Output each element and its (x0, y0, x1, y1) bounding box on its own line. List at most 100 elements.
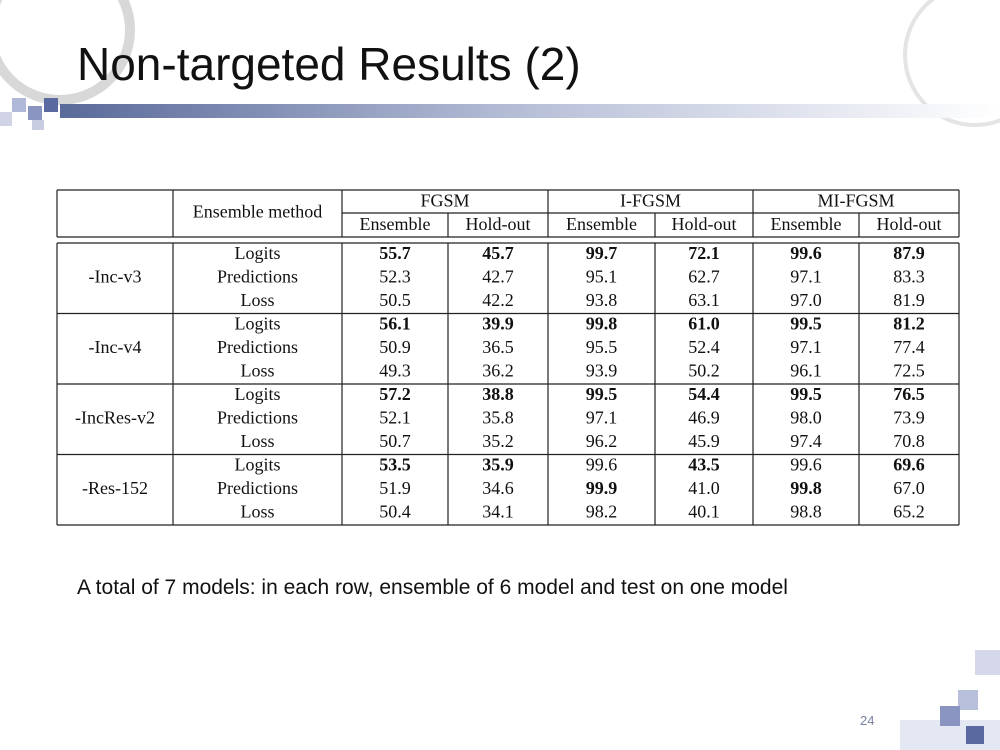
value-cell: 73.9 (893, 407, 925, 427)
value-cell: 93.9 (586, 360, 618, 380)
method-cell: Loss (240, 290, 274, 310)
value-cell: 51.9 (379, 478, 411, 498)
method-cell: Logits (234, 313, 280, 333)
header-cell: Hold-out (877, 214, 942, 234)
value-cell: 95.1 (586, 266, 618, 286)
value-cell: 57.2 (379, 384, 411, 404)
value-cell: 61.0 (688, 313, 720, 333)
value-cell: 70.8 (893, 431, 925, 451)
value-cell: 55.7 (379, 243, 411, 263)
value-cell: 83.3 (893, 266, 925, 286)
value-cell: 40.1 (688, 501, 720, 521)
title-bar (60, 104, 1000, 118)
value-cell: 99.9 (586, 478, 618, 498)
header-cell: Ensemble (566, 214, 637, 234)
value-cell: 69.6 (893, 454, 925, 474)
value-cell: 62.7 (688, 266, 720, 286)
value-cell: 42.7 (482, 266, 514, 286)
header-cell: Ensemble method (193, 202, 322, 222)
value-cell: 35.8 (482, 407, 514, 427)
value-cell: 41.0 (688, 478, 720, 498)
value-cell: 43.5 (688, 454, 720, 474)
value-cell: 99.7 (586, 243, 618, 263)
value-cell: 81.9 (893, 290, 925, 310)
value-cell: 52.1 (379, 407, 411, 427)
model-cell: -IncRes-v2 (75, 407, 155, 427)
value-cell: 54.4 (688, 384, 720, 404)
value-cell: 93.8 (586, 290, 618, 310)
value-cell: 34.6 (482, 478, 514, 498)
value-cell: 97.1 (586, 407, 618, 427)
model-cell: -Res-152 (82, 478, 148, 498)
slide-title: Non-targeted Results (2) (77, 38, 581, 90)
method-cell: Predictions (217, 337, 298, 357)
model-cell: -Inc-v3 (89, 266, 142, 286)
decor-squares (0, 98, 58, 130)
value-cell: 99.6 (586, 454, 618, 474)
value-cell: 97.4 (790, 431, 822, 451)
value-cell: 96.2 (586, 431, 618, 451)
method-cell: Logits (234, 243, 280, 263)
value-cell: 72.1 (688, 243, 720, 263)
page-number: 24 (860, 713, 874, 728)
value-cell: 56.1 (379, 313, 411, 333)
value-cell: 98.0 (790, 407, 822, 427)
value-cell: 99.8 (790, 478, 822, 498)
model-cell: -Inc-v4 (89, 337, 142, 357)
value-cell: 81.2 (893, 313, 925, 333)
value-cell: 67.0 (893, 478, 925, 498)
header-group: I-FGSM (620, 191, 681, 211)
value-cell: 99.6 (790, 454, 822, 474)
value-cell: 50.2 (688, 360, 720, 380)
value-cell: 45.7 (482, 243, 514, 263)
value-cell: 63.1 (688, 290, 720, 310)
value-cell: 98.2 (586, 501, 618, 521)
value-cell: 35.2 (482, 431, 514, 451)
value-cell: 77.4 (893, 337, 925, 357)
value-cell: 50.9 (379, 337, 411, 357)
method-cell: Predictions (217, 407, 298, 427)
results-table: Ensemble method FGSM Ensemble Hold-out I-FGS… (56, 189, 960, 526)
value-cell: 72.5 (893, 360, 925, 380)
method-cell: Loss (240, 431, 274, 451)
value-cell: 97.0 (790, 290, 822, 310)
value-cell: 87.9 (893, 243, 925, 263)
value-cell: 36.5 (482, 337, 514, 357)
value-cell: 52.3 (379, 266, 411, 286)
method-cell: Logits (234, 454, 280, 474)
value-cell: 53.5 (379, 454, 411, 474)
value-cell: 35.9 (482, 454, 514, 474)
method-cell: Loss (240, 501, 274, 521)
header-cell: Hold-out (672, 214, 737, 234)
value-cell: 99.5 (586, 384, 618, 404)
method-cell: Predictions (217, 478, 298, 498)
value-cell: 99.6 (790, 243, 822, 263)
value-cell: 52.4 (688, 337, 720, 357)
decor-arc (0, 0, 135, 105)
header-cell: Ensemble (771, 214, 842, 234)
value-cell: 95.5 (586, 337, 618, 357)
value-cell: 34.1 (482, 501, 514, 521)
value-cell: 38.8 (482, 384, 514, 404)
value-cell: 97.1 (790, 337, 822, 357)
value-cell: 49.3 (379, 360, 411, 380)
value-cell: 39.9 (482, 313, 514, 333)
method-cell: Logits (234, 384, 280, 404)
value-cell: 99.5 (790, 313, 822, 333)
value-cell: 98.8 (790, 501, 822, 521)
header-cell: Ensemble (360, 214, 431, 234)
value-cell: 36.2 (482, 360, 514, 380)
value-cell: 46.9 (688, 407, 720, 427)
value-cell: 42.2 (482, 290, 514, 310)
value-cell: 65.2 (893, 501, 925, 521)
value-cell: 99.5 (790, 384, 822, 404)
value-cell: 99.8 (586, 313, 618, 333)
decor-corner (900, 650, 1000, 750)
value-cell: 50.5 (379, 290, 411, 310)
header-group: FGSM (420, 191, 469, 211)
value-cell: 97.1 (790, 266, 822, 286)
value-cell: 50.4 (379, 501, 411, 521)
value-cell: 50.7 (379, 431, 411, 451)
